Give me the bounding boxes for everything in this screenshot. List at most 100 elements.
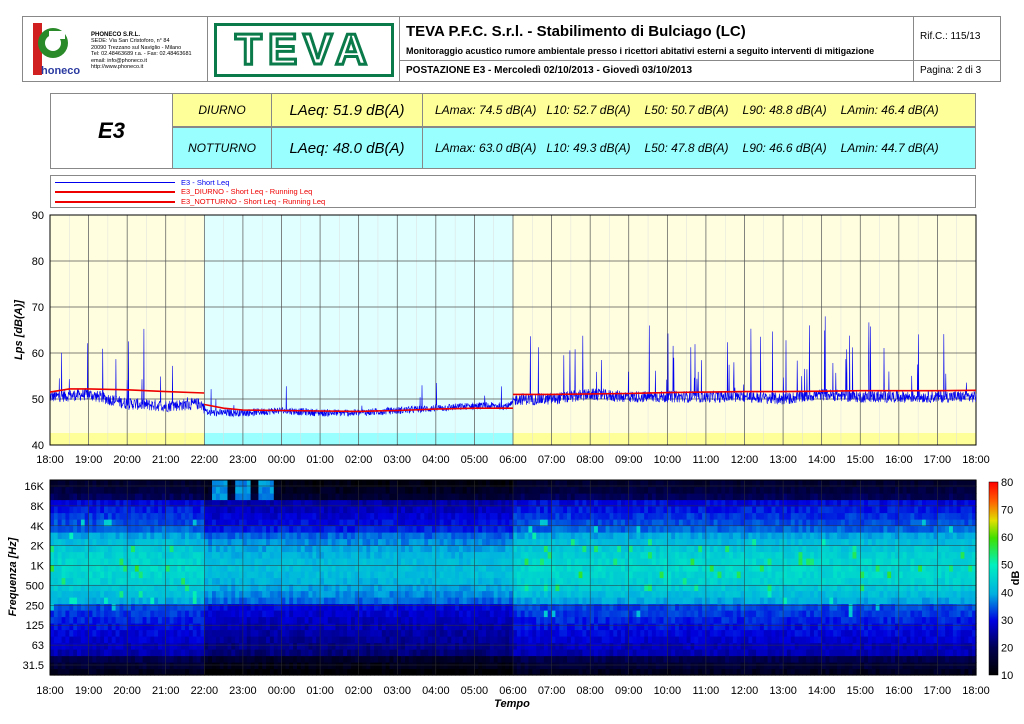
spectrogram-cell (597, 623, 603, 631)
spectrogram-cell (559, 649, 564, 657)
spectrogram-cell (628, 597, 634, 605)
spectrogram-cell (671, 623, 676, 631)
spectrogram-cell (841, 623, 846, 631)
spectrogram-cell (208, 662, 213, 670)
spectrogram-cell (188, 577, 194, 585)
spectrogram-cell (115, 577, 121, 585)
spectrogram-cell (813, 636, 819, 644)
spectrogram-cell (204, 571, 209, 579)
spectrogram-cell (366, 571, 371, 579)
spectrogram-cell (918, 668, 923, 676)
spectrogram-cell (293, 629, 298, 637)
spectrogram-cell (698, 616, 703, 624)
spectrogram-cell (250, 623, 256, 631)
spectrogram-cell (844, 623, 850, 631)
spectrogram-cell (910, 629, 915, 637)
spectrogram-cell (331, 590, 337, 598)
spectrogram-cell (786, 571, 792, 579)
spectrogram-cell (559, 558, 564, 566)
spectrogram-cell (246, 558, 252, 566)
spectrogram-cell (663, 655, 668, 663)
spectrogram-cell (960, 668, 966, 676)
spectrogram-cell (439, 558, 445, 566)
spectrogram-cell (320, 649, 325, 657)
spectrogram-cell (107, 629, 113, 637)
spectrogram-cell (621, 603, 626, 611)
spectrogram-cell (841, 610, 846, 618)
spectrogram-cell (239, 623, 244, 631)
spectrogram-cell (902, 636, 908, 644)
spectrogram-cell (744, 636, 749, 644)
spectrogram-cell (968, 623, 973, 631)
spectrogram-cell (242, 636, 248, 644)
spectrogram-cell (327, 642, 333, 650)
spectrogram-cell (223, 655, 229, 663)
spectrogram-cell (185, 590, 190, 598)
spectrogram-cell (374, 629, 379, 637)
spectrogram-cell (601, 590, 607, 598)
spectrogram-cell (682, 636, 688, 644)
spectrogram-cell (516, 636, 522, 644)
spectrogram-cell (783, 558, 788, 566)
spectrogram-cell (972, 545, 977, 553)
spectrogram-cell (169, 610, 175, 618)
spectrogram-cell (532, 558, 537, 566)
spectrogram-cell (806, 642, 811, 650)
spectrogram-cell (594, 610, 599, 618)
spectrogram-cell (188, 597, 194, 605)
spectrogram-cell (401, 551, 406, 559)
spectrogram-cell (960, 551, 966, 559)
spectrogram-cell (759, 642, 765, 650)
spectrogram-cell (258, 590, 263, 598)
spectrogram-cell (667, 616, 672, 624)
spectrogram-cell (104, 610, 109, 618)
spectrogram-cell (111, 649, 117, 657)
spectrogram-cell (154, 597, 159, 605)
spectrogram-cell (752, 636, 757, 644)
spectrogram-cell (119, 564, 124, 572)
spectrogram-cell (254, 597, 259, 605)
spectrogram-cell (150, 629, 155, 637)
spectrogram-cell (239, 597, 244, 605)
spectrogram-cell (250, 629, 256, 637)
spectrogram-cell (786, 597, 792, 605)
spectrogram-cell (817, 623, 823, 631)
spectrogram-cell (401, 597, 406, 605)
spectrogram-cell (678, 610, 684, 618)
spectrogram-cell (300, 551, 306, 559)
spectrogram-cell (574, 584, 580, 592)
spectrogram-cell (158, 655, 163, 663)
spectrogram-cell (686, 603, 692, 611)
spectrogram-cell (462, 590, 468, 598)
spectrogram-cell (763, 590, 769, 598)
spectrogram-cell (555, 668, 560, 676)
spectrogram-cell (188, 551, 194, 559)
spectrogram-cell (459, 545, 464, 553)
spectrogram-cell (362, 551, 367, 559)
spectrogram-cell (235, 577, 240, 585)
spectrogram-cell (937, 564, 942, 572)
spectrogram-cell (651, 571, 657, 579)
spectrogram-cell (887, 629, 892, 637)
spectrogram-cell (100, 636, 105, 644)
spectrogram-cell (713, 636, 719, 644)
spectrogram-cell (312, 603, 317, 611)
spectrogram-cell (972, 655, 977, 663)
spectrogram-cell (188, 662, 194, 670)
spectrogram-cell (628, 655, 634, 663)
spectrogram-cell (628, 636, 634, 644)
spectrogram-cell (470, 662, 476, 670)
spectrogram-cell (131, 551, 136, 559)
spectrogram-cell (354, 636, 360, 644)
spectrogram-cell (628, 629, 634, 637)
spectrogram-cell (439, 642, 445, 650)
spectrogram-cell (308, 610, 313, 618)
spectrogram-cell (945, 668, 950, 676)
spectrogram-cell (686, 551, 692, 559)
spectrogram-cell (192, 551, 198, 559)
spectrogram-cell (663, 564, 668, 572)
spectrogram-cell (497, 610, 503, 618)
spectrogram-cell (304, 662, 310, 670)
spectrogram-cell (671, 577, 676, 585)
spectrogram-cell (763, 551, 769, 559)
